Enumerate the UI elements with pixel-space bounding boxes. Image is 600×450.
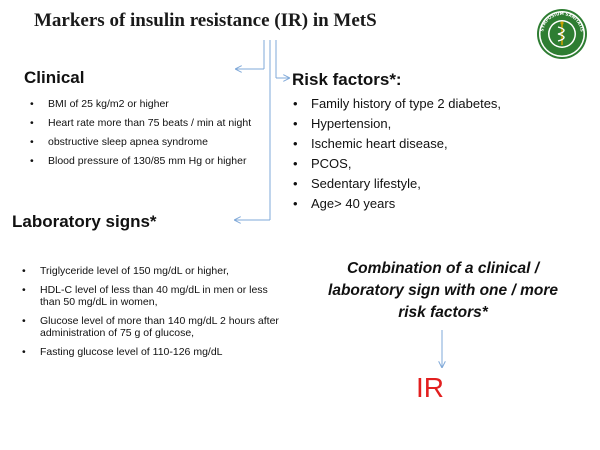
risk-factors-list: Family history of type 2 diabetes, Hyper… xyxy=(293,94,593,214)
list-item: Fasting glucose level of 110-126 mg/dL xyxy=(22,346,287,358)
list-item: Sedentary lifestyle, xyxy=(293,174,593,194)
list-item: obstructive sleep apnea syndrome xyxy=(30,136,285,148)
list-item: Triglyceride level of 150 mg/dL or highe… xyxy=(22,265,287,277)
symposium-sanitatis-seal-icon: SYMPOSIUM SANITATIS xyxy=(537,9,587,59)
list-item: Age> 40 years xyxy=(293,194,593,214)
list-item: Hypertension, xyxy=(293,114,593,134)
laboratory-heading: Laboratory signs* xyxy=(12,212,157,231)
laboratory-list: Triglyceride level of 150 mg/dL or highe… xyxy=(22,265,287,365)
slide-title: Markers of insulin resistance (IR) in Me… xyxy=(34,10,377,31)
list-item: Blood pressure of 130/85 mm Hg or higher xyxy=(30,155,285,167)
combination-text: Combination of a clinical / laboratory s… xyxy=(328,260,558,321)
list-item: BMI of 25 kg/m2 or higher xyxy=(30,98,285,110)
list-item: Glucose level of more than 140 mg/dL 2 h… xyxy=(22,315,287,339)
list-item: Ischemic heart disease, xyxy=(293,134,593,154)
clinical-list: BMI of 25 kg/m2 or higher Heart rate mor… xyxy=(30,98,285,174)
list-item: PCOS, xyxy=(293,154,593,174)
risk-factors-heading: Risk factors*: xyxy=(292,70,402,89)
result-ir: IR xyxy=(416,372,444,403)
list-item: Family history of type 2 diabetes, xyxy=(293,94,593,114)
list-item: Heart rate more than 75 beats / min at n… xyxy=(30,117,285,129)
clinical-heading: Clinical xyxy=(24,68,85,87)
list-item: HDL-C level of less than 40 mg/dL in men… xyxy=(22,284,287,308)
